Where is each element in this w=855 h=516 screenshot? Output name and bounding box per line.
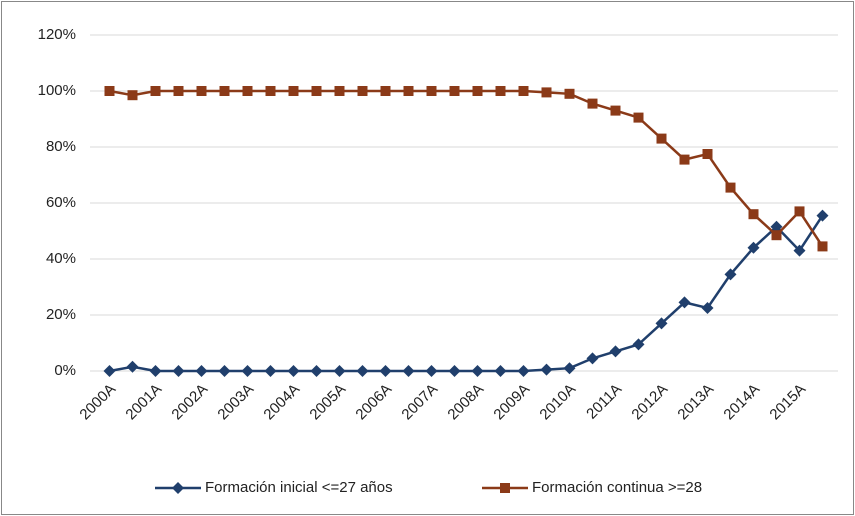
marker [748,209,759,220]
marker [402,365,415,377]
y-tick-label: 60% [46,194,76,211]
marker [172,365,185,377]
marker [264,365,277,377]
marker [724,268,737,281]
marker [817,241,828,252]
marker [219,86,230,96]
marker [656,133,667,144]
marker [816,209,829,222]
marker [150,86,161,96]
marker [173,86,184,96]
marker [311,86,322,96]
marker [356,365,369,377]
marker [333,365,346,377]
marker [357,86,368,96]
marker [747,241,760,254]
marker [380,86,391,96]
marker [679,154,690,165]
marker [172,482,184,494]
marker [218,365,231,377]
marker [563,362,576,375]
marker [655,317,668,330]
legend-label: Formación continua >=28 [532,479,702,496]
y-tick-label: 40% [46,250,76,267]
marker [471,365,484,377]
marker [242,86,253,96]
marker [195,365,208,377]
marker [678,296,691,309]
marker [126,360,139,373]
marker [610,105,621,116]
y-tick-label: 0% [54,362,76,379]
marker [725,182,736,193]
marker [587,98,598,109]
marker [632,338,645,351]
marker [771,230,782,241]
marker [793,244,806,257]
marker [609,345,622,358]
marker [426,86,437,96]
marker [449,86,460,96]
marker [794,206,805,217]
marker [104,86,115,96]
marker [379,365,392,377]
y-tick-label: 100% [38,82,76,99]
marker [518,86,529,96]
y-tick-label: 80% [46,138,76,155]
marker [425,365,438,377]
marker [541,87,552,98]
marker [288,86,299,96]
marker [472,86,483,96]
marker [500,483,510,493]
y-tick-label: 20% [46,306,76,323]
marker [310,365,323,377]
marker [149,365,162,377]
marker [403,86,414,96]
y-tick-label: 120% [38,26,76,43]
marker [564,88,575,99]
marker [633,112,644,123]
marker [287,365,300,377]
marker [517,365,530,377]
marker [701,302,714,314]
marker [494,365,507,377]
marker [127,90,138,101]
marker [241,365,254,377]
marker [448,365,461,377]
marker [103,365,116,377]
marker [770,220,783,233]
marker [586,352,599,365]
marker [702,149,713,159]
marker [196,86,207,96]
legend-label: Formación inicial <=27 años [205,479,393,496]
marker [495,86,506,96]
marker [265,86,276,96]
marker [540,363,553,376]
marker [334,86,345,96]
